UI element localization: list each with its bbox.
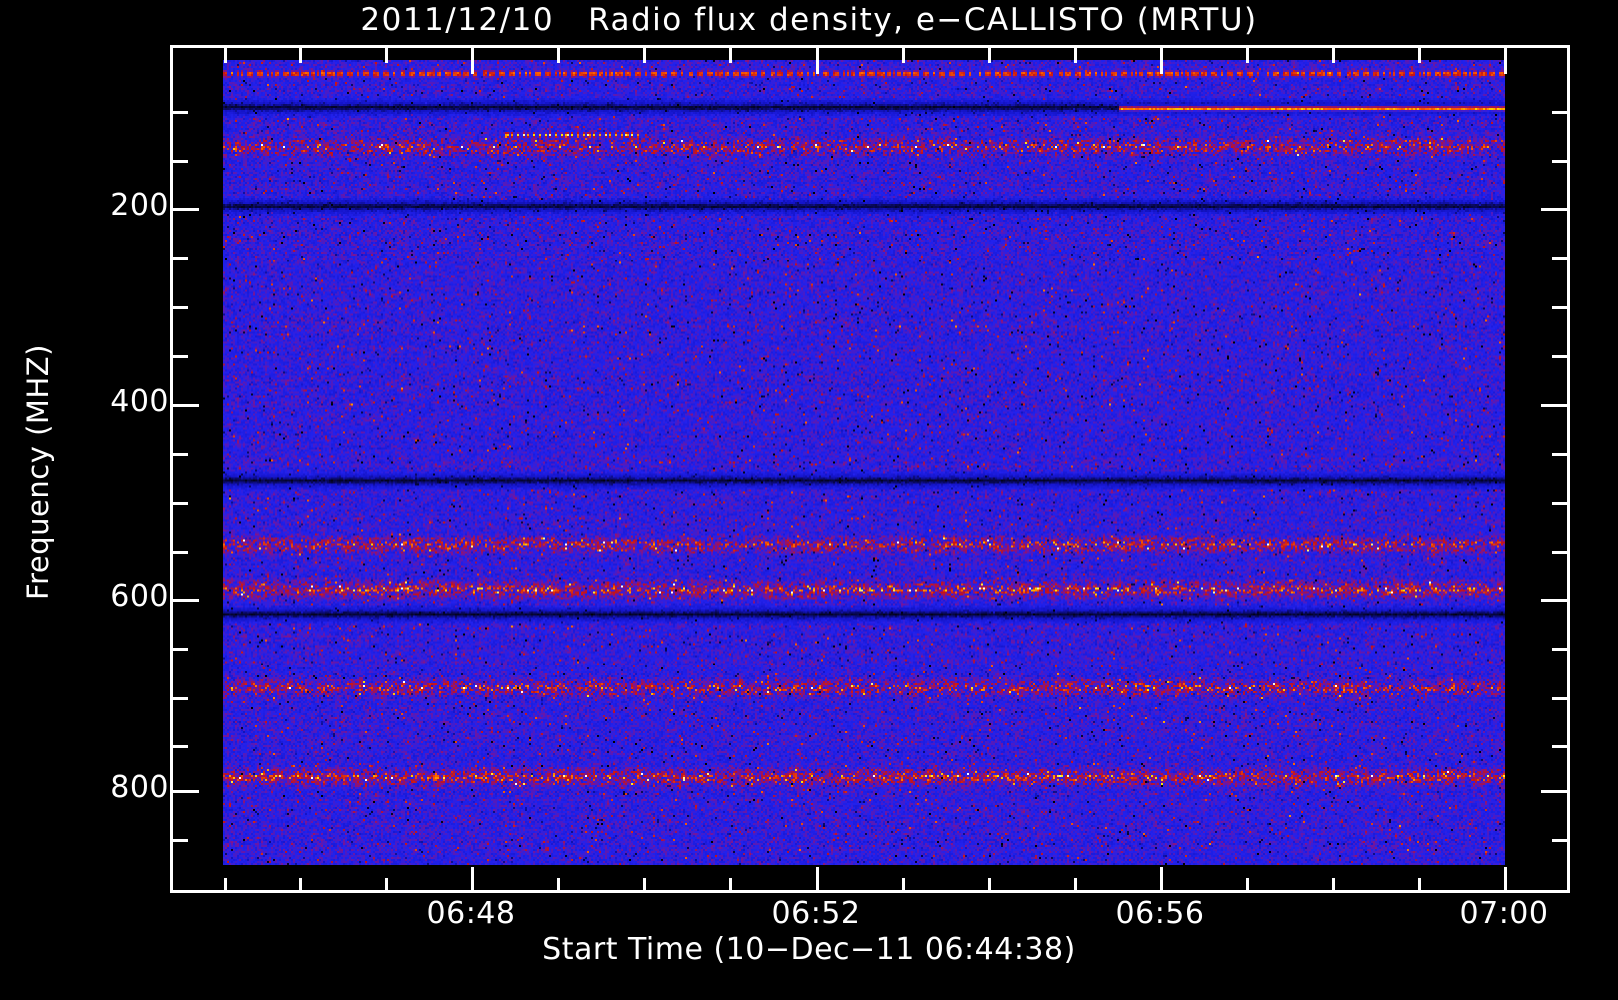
x-tick-minor-top — [1246, 48, 1249, 63]
x-tick-minor-top — [1074, 48, 1077, 63]
x-tick-label: 06:52 — [771, 896, 861, 931]
y-tick-minor-right — [1552, 453, 1567, 456]
y-tick-minor — [173, 160, 188, 163]
x-tick-minor — [1074, 878, 1077, 893]
x-tick-minor — [557, 878, 560, 893]
x-tick-major — [471, 867, 474, 893]
x-tick-major-top — [471, 48, 474, 74]
y-tick-label: 400 — [110, 384, 169, 419]
y-tick-minor — [173, 697, 188, 700]
y-tick-minor-right — [1552, 355, 1567, 358]
y-tick-minor — [173, 745, 188, 748]
y-tick-major-right — [1541, 208, 1567, 211]
y-tick-minor — [173, 839, 188, 842]
y-tick-minor — [173, 306, 188, 309]
y-tick-minor — [173, 453, 188, 456]
y-tick-major-right — [1541, 404, 1567, 407]
y-tick-minor-right — [1552, 306, 1567, 309]
x-tick-minor — [643, 878, 646, 893]
page-title: 2011/12/10 Radio flux density, e−CALLIST… — [360, 2, 1258, 38]
x-tick-minor-top — [224, 48, 227, 63]
x-tick-minor-top — [385, 48, 388, 63]
x-tick-minor-top — [557, 48, 560, 63]
x-tick-label: 06:56 — [1115, 896, 1205, 931]
y-tick-minor — [173, 551, 188, 554]
y-tick-major-right — [1541, 599, 1567, 602]
y-tick-minor-right — [1552, 502, 1567, 505]
y-tick-major — [173, 599, 199, 602]
x-tick-major — [1160, 867, 1163, 893]
x-tick-minor — [224, 878, 227, 893]
x-tick-minor — [988, 878, 991, 893]
y-tick-major — [173, 790, 199, 793]
x-tick-minor — [1246, 878, 1249, 893]
x-tick-minor-top — [1332, 48, 1335, 63]
x-tick-label: 07:00 — [1459, 896, 1549, 931]
y-tick-minor — [173, 111, 188, 114]
y-tick-minor-right — [1552, 745, 1567, 748]
y-tick-minor — [173, 648, 188, 651]
y-tick-label: 800 — [110, 770, 169, 805]
x-tick-major-top — [1504, 48, 1507, 74]
x-tick-minor-top — [643, 48, 646, 63]
x-tick-major — [1504, 867, 1507, 893]
y-tick-label: 600 — [110, 579, 169, 614]
y-tick-minor — [173, 355, 188, 358]
x-tick-major-top — [1160, 48, 1163, 74]
x-tick-major — [816, 867, 819, 893]
x-tick-minor — [1332, 878, 1335, 893]
x-axis-title: Start Time (10−Dec−11 06:44:38) — [542, 932, 1076, 967]
y-tick-minor-right — [1552, 111, 1567, 114]
y-axis-title: Frequency (MHZ) — [21, 344, 55, 600]
y-tick-minor — [173, 502, 188, 505]
x-tick-minor — [299, 878, 302, 893]
x-tick-minor — [902, 878, 905, 893]
x-tick-minor-top — [1418, 48, 1421, 63]
y-tick-minor-right — [1552, 160, 1567, 163]
y-tick-minor-right — [1552, 839, 1567, 842]
y-tick-minor-right — [1552, 257, 1567, 260]
y-tick-minor-right — [1552, 648, 1567, 651]
x-tick-minor — [1418, 878, 1421, 893]
x-tick-minor-top — [988, 48, 991, 63]
x-tick-label: 06:48 — [426, 896, 516, 931]
y-tick-minor-right — [1552, 697, 1567, 700]
y-tick-major — [173, 208, 199, 211]
y-tick-major-right — [1541, 790, 1567, 793]
x-tick-minor — [385, 878, 388, 893]
y-tick-minor — [173, 257, 188, 260]
x-tick-minor-top — [729, 48, 732, 63]
y-tick-minor-right — [1552, 551, 1567, 554]
x-tick-minor-top — [902, 48, 905, 63]
y-tick-major — [173, 404, 199, 407]
x-tick-minor — [729, 878, 732, 893]
x-tick-minor-top — [299, 48, 302, 63]
x-tick-major-top — [816, 48, 819, 74]
y-tick-label: 200 — [110, 188, 169, 223]
spectrogram-image — [223, 60, 1505, 865]
